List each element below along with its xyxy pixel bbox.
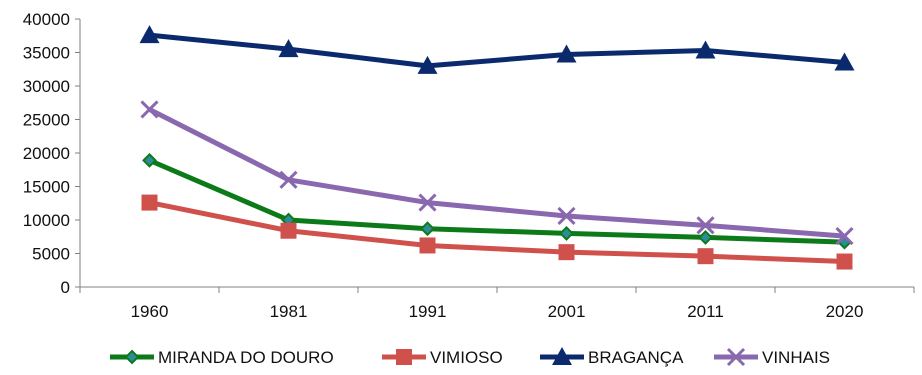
- data-point: [418, 193, 437, 212]
- series-line: [148, 158, 845, 245]
- x-tick-label: 1960: [131, 302, 169, 321]
- data-point: [420, 221, 435, 237]
- legend-item: VIMIOSO: [382, 348, 503, 367]
- data-point: [278, 39, 299, 58]
- series-miranda-do-douro: [142, 152, 852, 250]
- series-bragan-a: [139, 25, 855, 74]
- y-tick-label: 30000: [23, 77, 70, 96]
- y-tick-label: 0: [61, 278, 70, 297]
- y-tick-label: 5000: [32, 245, 70, 264]
- legend-label: VINHAIS: [762, 348, 830, 367]
- y-tick-label: 40000: [23, 10, 70, 29]
- data-point: [697, 248, 714, 265]
- y-tick-label: 10000: [23, 211, 70, 230]
- marker-stroke: [835, 227, 854, 246]
- legend-marker: [726, 347, 746, 367]
- y-tick-label: 15000: [23, 178, 70, 197]
- series-line: [149, 32, 845, 69]
- data-point: [835, 227, 854, 246]
- marker-stroke: [279, 170, 298, 189]
- data-point: [834, 52, 855, 71]
- x-tick-label: 2011: [687, 302, 724, 321]
- x-axis-ticks: 1960 1981 1991 2001 2011 2020: [79, 287, 915, 321]
- data-point: [140, 100, 159, 119]
- series-vinhais: [140, 100, 854, 246]
- data-point: [141, 194, 158, 211]
- series-line: [148, 107, 845, 239]
- data-point: [698, 230, 713, 245]
- data-point: [696, 216, 715, 235]
- data-point: [556, 44, 577, 63]
- marker-stroke: [557, 206, 576, 226]
- data-point: [557, 206, 576, 226]
- series-vimioso: [141, 194, 853, 270]
- marker-stroke: [726, 347, 746, 367]
- chart-series: [139, 25, 855, 270]
- legend-item: BRAGANÇA: [540, 347, 684, 367]
- data-point: [417, 55, 438, 74]
- data-point: [695, 40, 716, 59]
- y-axis-ticks: 0 5000 10000 15000 20000 25000 30000 35000 40000: [23, 10, 80, 297]
- y-tick-label: 35000: [23, 44, 70, 63]
- data-point: [559, 225, 574, 241]
- legend-label: BRAGANÇA: [588, 348, 684, 367]
- data-point: [836, 253, 853, 270]
- legend-marker: [396, 349, 412, 365]
- data-point: [139, 25, 160, 44]
- x-tick-label: 2001: [548, 302, 586, 321]
- series-line: [149, 200, 845, 265]
- data-point: [419, 237, 436, 254]
- chart-legend: MIRANDA DO DOURO VIMIOSO BRAGANÇA VINHAIS: [110, 347, 830, 367]
- data-point: [279, 170, 298, 189]
- legend-marker: [124, 349, 140, 365]
- marker-stroke: [140, 100, 159, 119]
- x-tick-label: 1981: [270, 302, 308, 321]
- x-tick-label: 1991: [409, 302, 447, 321]
- legend-item: VINHAIS: [714, 347, 830, 367]
- x-tick-label: 2020: [826, 302, 864, 321]
- legend-item: MIRANDA DO DOURO: [110, 348, 334, 367]
- data-point: [142, 152, 157, 168]
- marker-stroke: [418, 193, 437, 212]
- y-tick-label: 25000: [23, 111, 70, 130]
- legend-label: MIRANDA DO DOURO: [158, 348, 334, 367]
- legend-marker: [552, 347, 572, 365]
- marker-stroke: [696, 216, 715, 235]
- y-tick-label: 20000: [23, 144, 70, 163]
- legend-label: VIMIOSO: [430, 348, 503, 367]
- data-point: [558, 244, 575, 261]
- data-point: [280, 222, 297, 239]
